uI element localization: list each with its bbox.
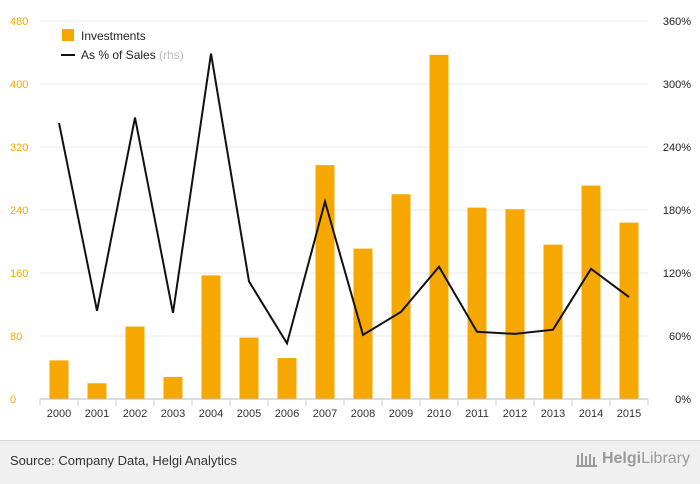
x-axis-tick-label: 2010 bbox=[427, 408, 451, 420]
legend: Investments As % of Sales (rhs) bbox=[61, 29, 184, 62]
bar bbox=[353, 248, 373, 399]
left-axis-tick-label: 80 bbox=[10, 331, 22, 343]
source-note: Source: Company Data, Helgi Analytics bbox=[10, 453, 237, 468]
brand-logo: Helgi Library bbox=[575, 450, 690, 468]
bar bbox=[277, 358, 297, 399]
x-axis-tick-label: 2007 bbox=[313, 408, 337, 420]
x-axis: 2000 2001 2002 2003 2004 2005 2006 2007 2008 2009… bbox=[39, 398, 649, 420]
x-axis-tick-label: 2011 bbox=[465, 408, 489, 420]
bar bbox=[163, 376, 183, 399]
x-axis-tick-label: 2006 bbox=[275, 408, 299, 420]
x-axis-tick-label: 2014 bbox=[579, 408, 603, 420]
right-axis-tick-label: 360% bbox=[663, 16, 691, 28]
right-axis: 0% 60% 120% 180% 240% 300% 360% bbox=[663, 16, 691, 406]
chart: 0 80 160 240 320 400 480 0% 60% 120% 180% 240% 300%… bbox=[10, 16, 691, 420]
x-axis-tick-label: 2000 bbox=[47, 408, 71, 420]
x-axis-tick-label: 2013 bbox=[541, 408, 565, 420]
left-axis-tick-label: 240 bbox=[10, 205, 28, 217]
x-axis-tick-label: 2005 bbox=[237, 408, 261, 420]
right-axis-tick-label: 180% bbox=[663, 205, 691, 217]
bar bbox=[619, 222, 639, 399]
bar bbox=[49, 360, 69, 399]
legend-label-pct-sales: As % of Sales (rhs) bbox=[81, 48, 184, 62]
x-axis-tick-label: 2012 bbox=[503, 408, 527, 420]
legend-label-rhs-note: (rhs) bbox=[156, 48, 184, 62]
legend-label-investments: Investments bbox=[81, 29, 146, 43]
left-axis: 0 80 160 240 320 400 480 bbox=[10, 16, 28, 406]
x-axis-tick-label: 2004 bbox=[199, 408, 223, 420]
library-icon bbox=[575, 453, 597, 467]
left-axis-tick-label: 400 bbox=[10, 79, 28, 91]
left-axis-tick-label: 480 bbox=[10, 16, 28, 28]
series-line bbox=[58, 53, 630, 346]
right-axis-tick-label: 60% bbox=[669, 331, 691, 343]
bar bbox=[315, 165, 335, 399]
bar bbox=[467, 207, 487, 399]
left-axis-tick-label: 160 bbox=[10, 268, 28, 280]
right-axis-tick-label: 240% bbox=[663, 142, 691, 154]
x-axis-tick-label: 2009 bbox=[389, 408, 413, 420]
right-axis-tick-label: 300% bbox=[663, 79, 691, 91]
bar bbox=[125, 326, 145, 399]
bar bbox=[505, 209, 525, 399]
x-axis-tick-label: 2001 bbox=[85, 408, 109, 420]
bar bbox=[87, 383, 107, 399]
bar bbox=[543, 244, 563, 399]
right-axis-tick-label: 120% bbox=[663, 268, 691, 280]
bar bbox=[391, 194, 411, 399]
right-axis-tick-label: 0% bbox=[675, 394, 691, 406]
footer: Source: Company Data, Helgi Analytics He… bbox=[0, 440, 700, 484]
bar bbox=[429, 54, 449, 400]
legend-swatch-investments bbox=[62, 29, 74, 41]
legend-label-pct-sales-text: As % of Sales bbox=[81, 48, 156, 62]
brand-name-light: Library bbox=[641, 450, 690, 467]
x-axis-tick-label: 2008 bbox=[351, 408, 375, 420]
x-axis-tick-label: 2015 bbox=[617, 408, 641, 420]
x-axis-tick-label: 2002 bbox=[123, 408, 147, 420]
brand-name-bold: Helgi bbox=[601, 450, 642, 467]
bar bbox=[239, 337, 259, 399]
left-axis-tick-label: 320 bbox=[10, 142, 28, 154]
left-axis-tick-label: 0 bbox=[10, 394, 16, 406]
bar bbox=[201, 275, 221, 399]
line-series bbox=[58, 53, 630, 346]
bar bbox=[581, 185, 601, 399]
bar-series bbox=[49, 54, 639, 400]
x-axis-tick-label: 2003 bbox=[161, 408, 185, 420]
